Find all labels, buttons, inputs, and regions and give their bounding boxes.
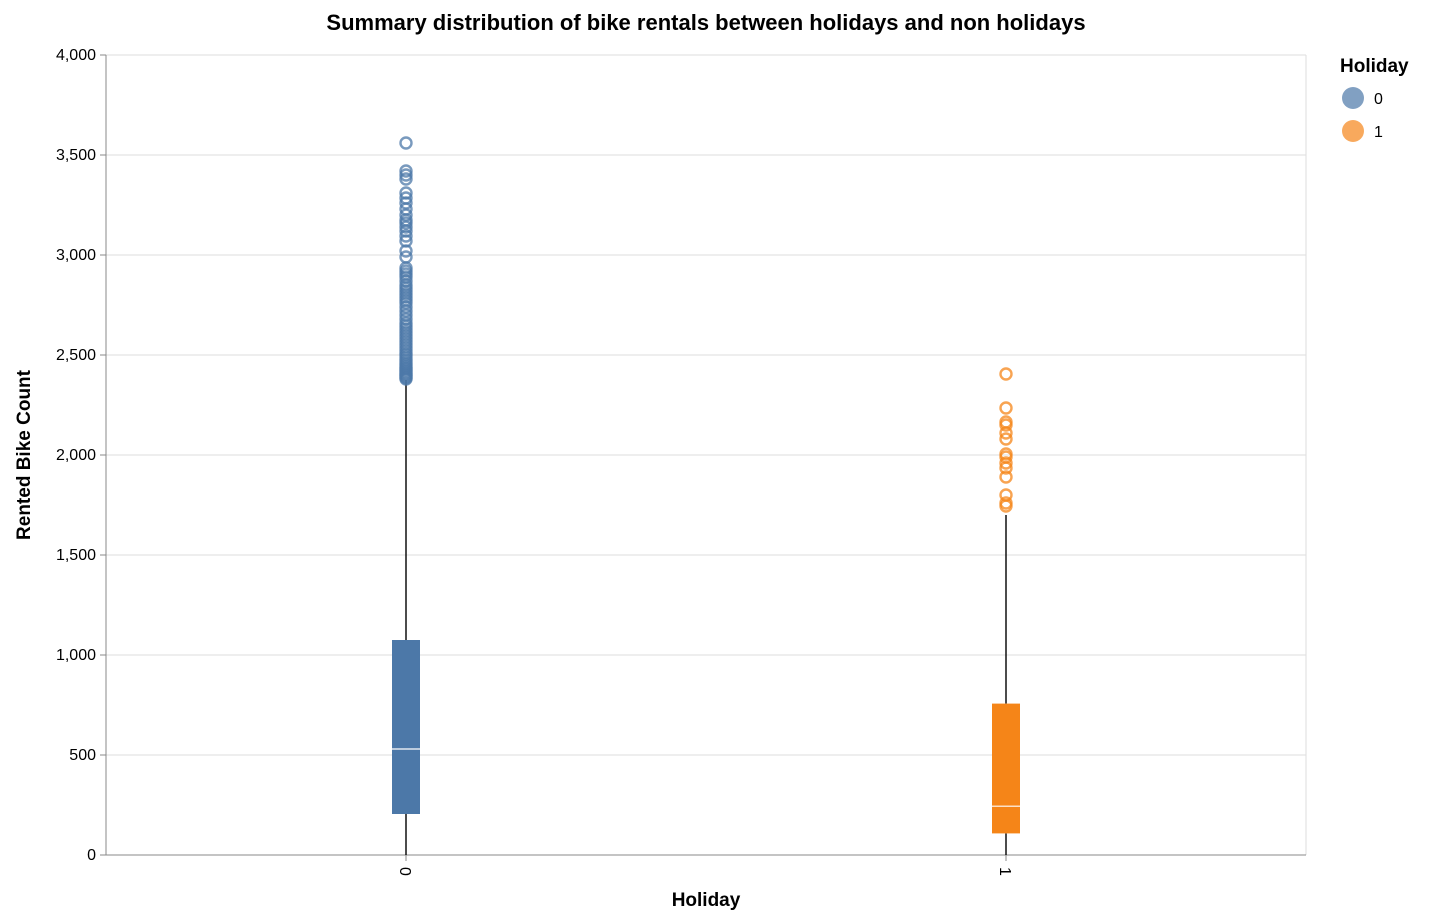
outlier-point: [399, 172, 413, 186]
y-tick-label: 500: [69, 747, 96, 764]
outlier-point: [399, 164, 413, 178]
legend-label: 0: [1374, 91, 1383, 108]
outlier-point: [999, 367, 1013, 381]
y-tick-label: 3,000: [56, 247, 96, 264]
outlier-point: [999, 447, 1013, 461]
y-tick-label: 1,500: [56, 547, 96, 564]
x-axis-title: Holiday: [672, 890, 741, 911]
outlier-point: [999, 456, 1013, 470]
legend-title: Holiday: [1340, 56, 1409, 77]
outlier-point: [399, 168, 413, 182]
box-group-1: [992, 367, 1020, 855]
y-tick-label: 1,000: [56, 647, 96, 664]
outlier-point: [999, 401, 1013, 415]
grid-layer: [106, 54, 1307, 856]
y-tick-label: 0: [87, 847, 96, 864]
box-group-0: [392, 136, 420, 855]
legend-swatch: [1342, 87, 1364, 109]
legend-swatch: [1342, 120, 1364, 142]
y-tick-label: 2,000: [56, 447, 96, 464]
outlier-point: [399, 191, 413, 205]
outlier-point: [999, 470, 1013, 484]
box-iqr: [392, 640, 420, 814]
outlier-point: [399, 250, 413, 264]
legend: Holiday 0 1: [1340, 56, 1409, 142]
outlier-point: [999, 496, 1013, 510]
legend-label: 1: [1374, 124, 1383, 141]
x-tick-label: 0: [396, 867, 413, 876]
outlier-point: [399, 186, 413, 200]
y-axis-title: Rented Bike Count: [14, 369, 35, 540]
y-tick-label: 2,500: [56, 347, 96, 364]
box-iqr: [992, 703, 1020, 834]
y-tick-label: 4,000: [56, 47, 96, 64]
x-tick-label: 1: [996, 867, 1013, 876]
outlier-point: [999, 432, 1013, 446]
y-tick-label: 3,500: [56, 147, 96, 164]
outlier-point: [999, 415, 1013, 429]
chart-title: Summary distribution of bike rentals bet…: [326, 10, 1085, 35]
outlier-point: [999, 488, 1013, 502]
box-layer: [392, 136, 1020, 855]
outlier-point: [399, 229, 413, 243]
outlier-point: [399, 136, 413, 150]
axes-layer: 0 500 1,000 1,500 2,000 2,500 3,000 3,500 4,000 0…: [56, 47, 1306, 876]
